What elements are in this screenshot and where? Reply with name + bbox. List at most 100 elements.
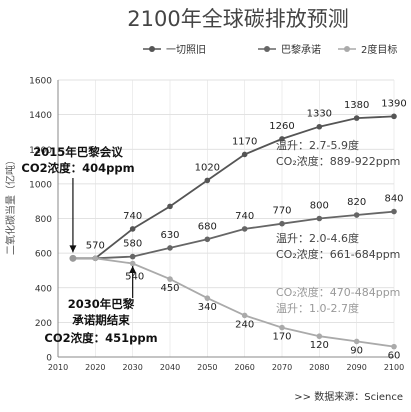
- data-label: 740: [123, 211, 142, 222]
- arrow-head: [129, 266, 137, 274]
- data-point: [129, 253, 136, 260]
- data-point: [391, 208, 397, 215]
- legend-item: 巴黎承诺: [258, 43, 321, 56]
- arrow-head: [69, 245, 77, 253]
- legend-marker: [264, 46, 270, 52]
- data-label: 60: [388, 351, 401, 362]
- chart-axes: [57, 80, 394, 358]
- x-tick-label: 2010: [48, 363, 68, 372]
- data-point: [92, 255, 99, 262]
- legend-label: 2度目标: [361, 43, 397, 56]
- y-tick-label: 200: [35, 319, 52, 329]
- data-point: [204, 177, 211, 184]
- x-tick-label: 2090: [346, 363, 366, 372]
- legend-label: 巴黎承诺: [281, 43, 321, 56]
- series-line: [72, 210, 395, 260]
- x-tick-label: 2030: [122, 363, 142, 372]
- data-point: [279, 220, 285, 227]
- data-label: 1020: [195, 162, 220, 173]
- data-point: [316, 333, 323, 340]
- data-point: [204, 295, 211, 301]
- data-point: [167, 245, 173, 251]
- y-tick-label: 400: [35, 284, 52, 294]
- data-point: [353, 338, 360, 345]
- y-tick-label: 600: [35, 250, 52, 260]
- x-tick-label: 2060: [234, 363, 254, 372]
- y-tick-label: 1400: [29, 111, 52, 121]
- data-point: [129, 260, 136, 267]
- data-label: 820: [347, 197, 366, 208]
- x-tick-label: 2100: [384, 363, 404, 372]
- data-point: [279, 136, 285, 142]
- annotation-two-co2: CO₂浓度：470-484ppm: [276, 285, 400, 299]
- data-label: 800: [310, 201, 329, 212]
- y-tick-label: 1200: [29, 146, 52, 156]
- y-tick-label: 800: [35, 215, 52, 225]
- data-point: [129, 226, 136, 232]
- data-label: 1390: [381, 98, 406, 109]
- data-label: 1330: [307, 109, 332, 120]
- data-label: 630: [160, 230, 179, 241]
- data-label: 840: [384, 194, 403, 205]
- data-label: 1260: [269, 121, 294, 132]
- x-tick-label: 2020: [85, 363, 105, 372]
- data-label: 90: [350, 345, 363, 356]
- data-point: [391, 113, 397, 120]
- series-line: [72, 115, 395, 260]
- start-point: [69, 254, 77, 262]
- data-label: 580: [123, 239, 142, 250]
- chart-legend: 一切照旧 巴黎承诺 2度目标: [143, 43, 397, 56]
- x-tick-label: 2040: [160, 363, 180, 372]
- legend-marker: [149, 46, 155, 52]
- annotation-arrows: [69, 178, 137, 298]
- x-tick-label: 2050: [197, 363, 217, 372]
- x-tick-labels: 2010 2020 2030 2040 2050 2060 2070 2080 2090 2100: [48, 363, 404, 372]
- annotation-paris-co2: CO₂浓度：661-684ppm: [276, 247, 400, 261]
- data-label: 340: [198, 302, 217, 313]
- annotation-paris-end-title: 2030年巴黎: [68, 297, 135, 311]
- annotation-bau-co2: CO₂浓度：889-922ppm: [276, 154, 400, 168]
- legend-label: 一切照旧: [166, 44, 206, 56]
- x-tick-label: 2070: [272, 363, 292, 372]
- annotation-bau-temp: 温升：2.7-5.9度: [276, 138, 359, 152]
- data-label: 540: [125, 272, 144, 283]
- data-label: 170: [272, 332, 291, 343]
- data-point: [167, 276, 173, 282]
- data-points: [69, 113, 397, 350]
- legend-item: 2度目标: [338, 43, 397, 56]
- data-labels: 740 1020 1170 1260 1330 1380 1390 580 630 680 740 7…: [86, 98, 407, 361]
- data-label: 770: [272, 206, 291, 217]
- annotation-paris-temp: 温升：2.0-4.6度: [276, 231, 359, 245]
- data-label: 570: [86, 240, 105, 251]
- y-tick-labels: 0 200 400 600 800 1000 1200 1400 1600: [29, 77, 52, 364]
- legend-marker: [344, 46, 350, 52]
- data-point: [316, 215, 323, 222]
- data-label: 240: [235, 319, 254, 330]
- data-point: [279, 324, 285, 331]
- data-label: 740: [235, 211, 254, 222]
- data-point: [316, 123, 323, 130]
- data-point: [353, 212, 360, 218]
- data-source: >> 数据来源：Science: [294, 390, 403, 403]
- data-label: 450: [160, 283, 179, 294]
- data-point: [353, 115, 360, 121]
- data-label: 120: [310, 340, 329, 351]
- legend-item: 一切照旧: [143, 44, 206, 56]
- y-tick-label: 1600: [29, 77, 52, 87]
- annotation-paris-end-subtitle: 承诺期结束: [71, 313, 130, 327]
- annotation-paris-conf-co2: CO2浓度：404ppm: [21, 161, 134, 175]
- y-axis-label: 二氧化碳当量（亿吨）: [4, 155, 17, 255]
- annotation-two-temp: 温升：1.0-2.7度: [276, 301, 359, 315]
- x-tick-label: 2080: [309, 363, 329, 372]
- annotation-paris-end-co2: CO2浓度：451ppm: [44, 331, 157, 345]
- data-point: [241, 151, 248, 158]
- series-line: [72, 257, 395, 348]
- annotation-paris-conf-title: 2015年巴黎会议: [33, 145, 123, 159]
- data-point: [204, 236, 211, 243]
- data-label: 1170: [232, 136, 257, 147]
- y-tick-label: 1000: [29, 180, 52, 190]
- series-lines: [72, 115, 395, 348]
- data-point: [391, 343, 397, 350]
- data-point: [167, 203, 173, 210]
